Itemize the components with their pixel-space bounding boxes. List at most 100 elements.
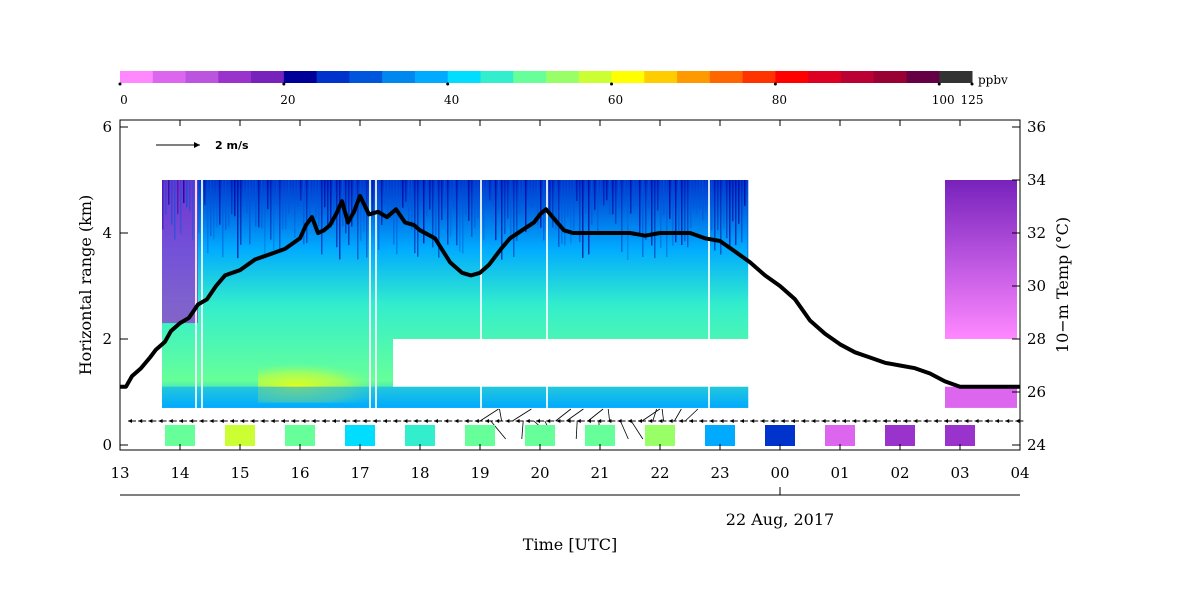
streak (537, 180, 539, 225)
streak (621, 180, 623, 253)
streak (486, 180, 488, 201)
arrow-icon (464, 419, 469, 423)
arrow-icon (352, 419, 357, 423)
streak (360, 180, 362, 241)
streak-gap (195, 180, 197, 408)
wind-vector (674, 408, 682, 422)
wind-vector (499, 408, 502, 422)
arrow-icon (780, 419, 785, 423)
streak (591, 180, 593, 225)
colorbar-segment (152, 71, 187, 83)
streak (444, 180, 446, 208)
streak (738, 180, 740, 224)
streak (333, 180, 335, 225)
streak (411, 180, 413, 230)
surface-ozone-boxes (165, 425, 975, 446)
streak (198, 180, 200, 233)
streak (501, 180, 503, 260)
colorbar-segment (677, 71, 711, 83)
arrow-icon (566, 419, 571, 423)
streak (417, 180, 419, 257)
streak (237, 180, 239, 259)
lidar-streaks (162, 180, 749, 408)
streak-gap (369, 180, 371, 408)
wind-vector (490, 420, 507, 440)
arrow-icon (495, 419, 500, 423)
y-left-tick-label: 2 (102, 330, 112, 348)
streak (744, 180, 746, 206)
arrow-icon (321, 419, 326, 423)
streak (741, 180, 743, 243)
colorbar-segment (480, 71, 514, 83)
streak (204, 180, 206, 205)
x-tick-label: 20 (530, 464, 549, 482)
arrow-icon (383, 419, 387, 423)
surface-ozone-box (825, 425, 855, 446)
streak (171, 180, 173, 225)
streak (477, 180, 479, 219)
x-tick-label: 00 (770, 464, 789, 482)
streak (285, 180, 287, 230)
arrow-icon (719, 419, 724, 423)
streak (276, 180, 278, 205)
streak (576, 180, 578, 202)
streak (672, 180, 674, 246)
streak (378, 180, 380, 250)
colorbar-segment (709, 71, 744, 83)
streak (423, 180, 425, 244)
streak (498, 180, 500, 211)
arrow-icon (434, 419, 438, 423)
streak (660, 180, 662, 248)
streak (684, 180, 686, 242)
streak (294, 180, 296, 238)
streak (177, 180, 179, 215)
surface-ozone-box (885, 425, 915, 446)
colorbar-segment (808, 71, 842, 83)
streak (612, 180, 614, 215)
arrow-icon (801, 419, 806, 423)
streak (450, 180, 452, 237)
colorbar-segment (513, 71, 547, 83)
arrow-icon (546, 419, 551, 423)
streak (678, 180, 680, 234)
streak (381, 180, 383, 226)
x-tick-label: 15 (230, 464, 249, 482)
streak (555, 180, 557, 230)
y-left-tick-label: 0 (102, 436, 112, 454)
arrow-icon (750, 419, 755, 423)
streak (705, 180, 707, 211)
colorbar-tick-label: 20 (280, 93, 295, 107)
streak (654, 180, 656, 259)
streak (210, 180, 212, 237)
colorbar-tick-label: 60 (608, 93, 623, 107)
surface-ozone-box (465, 425, 495, 446)
streak (243, 180, 245, 202)
streak (504, 180, 506, 235)
streak (384, 180, 386, 206)
streak (435, 180, 437, 236)
y-right-axis-label: 10−m Temp (°C) (1053, 217, 1072, 353)
colorbar-tick (446, 82, 450, 86)
streak (636, 180, 638, 206)
arrow-icon (903, 419, 908, 423)
lidar-ozone-heatmap (162, 180, 1017, 408)
arrow-icon (168, 419, 173, 423)
colorbar-segment (316, 71, 350, 83)
streak (666, 180, 668, 257)
colorbar-segment (939, 71, 973, 83)
surface-ozone-box (765, 425, 795, 446)
streak (354, 180, 356, 204)
x-tick-label: 02 (890, 464, 909, 482)
streak (573, 180, 575, 230)
streak (639, 180, 641, 234)
streak (351, 180, 353, 227)
streak (588, 180, 590, 255)
colorbar-tick (937, 82, 941, 86)
streak (513, 180, 515, 257)
streak (252, 180, 254, 201)
arrow-icon (852, 419, 857, 423)
streak (447, 180, 449, 245)
streak (273, 180, 275, 250)
streak (561, 180, 563, 244)
arrow-icon (474, 419, 479, 423)
